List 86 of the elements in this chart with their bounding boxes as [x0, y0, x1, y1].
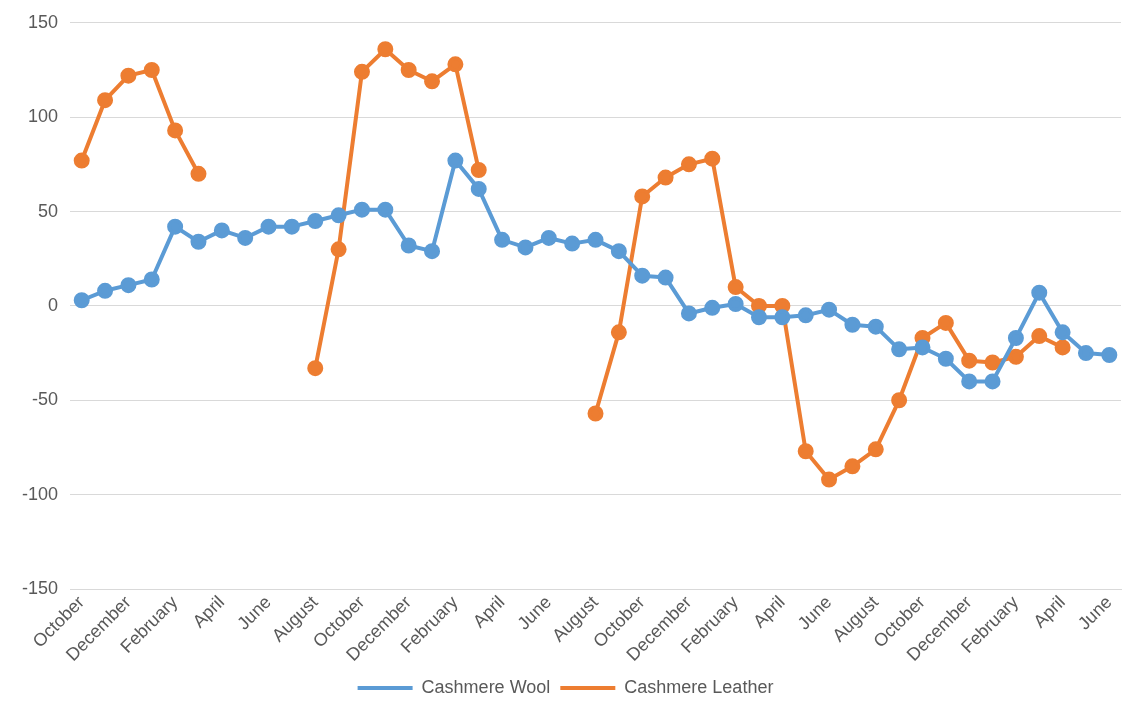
point — [867, 318, 884, 335]
point — [961, 373, 978, 390]
y-tick-label: -150 — [22, 577, 59, 598]
point — [564, 235, 581, 252]
point — [937, 350, 954, 367]
point — [914, 339, 931, 356]
point — [283, 218, 300, 235]
point — [143, 271, 160, 288]
point — [727, 296, 744, 313]
point — [190, 233, 207, 250]
point — [821, 301, 838, 318]
point — [891, 392, 908, 409]
point — [120, 67, 137, 84]
point — [447, 152, 464, 169]
point — [844, 458, 861, 475]
point — [213, 222, 230, 239]
y-tick-label: -100 — [22, 483, 59, 504]
point — [657, 169, 674, 186]
point — [167, 122, 184, 139]
point — [937, 314, 954, 331]
point — [821, 471, 838, 488]
point — [1054, 339, 1071, 356]
point — [470, 180, 487, 197]
y-tick-label: 0 — [48, 294, 59, 315]
point — [330, 241, 347, 258]
point — [377, 41, 394, 58]
point — [424, 243, 441, 260]
point — [260, 218, 277, 235]
point — [634, 188, 651, 205]
point — [97, 282, 114, 299]
point — [587, 231, 604, 248]
point — [97, 92, 114, 109]
point — [680, 305, 697, 322]
point — [190, 165, 207, 182]
point — [587, 405, 604, 422]
point — [867, 441, 884, 458]
legend-label: Cashmere Leather — [624, 676, 774, 697]
point — [891, 341, 908, 358]
point — [120, 277, 137, 294]
point — [424, 73, 441, 90]
point — [470, 162, 487, 179]
point — [330, 207, 347, 224]
point — [984, 354, 1001, 371]
point — [1077, 345, 1094, 362]
y-tick-label: -50 — [32, 389, 59, 410]
point — [1054, 324, 1071, 341]
point — [751, 309, 767, 326]
point — [774, 309, 791, 326]
point — [540, 229, 557, 246]
point — [143, 61, 160, 78]
point — [680, 156, 697, 173]
point — [400, 237, 417, 254]
point — [73, 152, 90, 169]
point — [1007, 348, 1024, 365]
point — [307, 360, 324, 377]
point — [657, 269, 674, 286]
legend-label: Cashmere Wool — [421, 676, 551, 697]
point — [447, 56, 464, 73]
point — [961, 352, 978, 369]
point — [517, 239, 534, 256]
y-tick-label: 100 — [27, 106, 59, 127]
point — [353, 63, 370, 80]
point — [353, 201, 370, 218]
point — [307, 212, 324, 229]
point — [704, 150, 721, 167]
point — [797, 443, 814, 460]
point — [610, 243, 627, 260]
point — [377, 201, 394, 218]
point — [1031, 328, 1048, 345]
point — [1031, 284, 1048, 301]
y-tick-label: 150 — [27, 11, 59, 32]
point — [727, 279, 744, 296]
point — [610, 324, 627, 341]
point — [1101, 346, 1118, 363]
point — [797, 307, 814, 324]
point — [1007, 329, 1024, 346]
point — [167, 218, 184, 235]
point — [73, 292, 90, 309]
point — [237, 229, 254, 246]
point — [634, 267, 651, 284]
y-tick-label: 50 — [38, 200, 59, 221]
point — [494, 231, 511, 248]
point — [400, 61, 417, 78]
point — [984, 373, 1001, 390]
point — [704, 299, 721, 316]
point — [844, 316, 861, 333]
